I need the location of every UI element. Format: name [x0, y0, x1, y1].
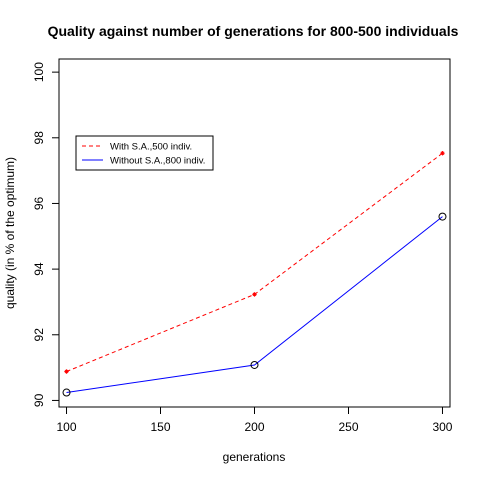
- x-axis-label: generations: [223, 450, 286, 464]
- data-point: [62, 388, 71, 397]
- legend-box: [75, 135, 214, 171]
- data-point: [438, 212, 447, 221]
- data-point: [64, 369, 69, 374]
- series-layer: [62, 151, 447, 397]
- y-tick-label: 96: [32, 196, 46, 210]
- x-tick-label: 250: [338, 420, 358, 434]
- y-tick-label: 98: [32, 131, 46, 145]
- y-tick-label: 92: [32, 328, 46, 342]
- y-tick-label: 100: [32, 62, 46, 82]
- data-point: [440, 151, 445, 156]
- data-point: [252, 292, 257, 297]
- legend-label-with-sa: With S.A.,500 indiv.: [110, 142, 192, 153]
- x-axis: 100 150 200 250 300: [57, 406, 453, 434]
- series-line-without-sa: [66, 216, 443, 394]
- x-tick-label: 200: [244, 420, 264, 434]
- data-point: [250, 360, 259, 369]
- y-axis-label: quality (in % of the optimum): [3, 157, 17, 309]
- x-tick-label: 100: [57, 420, 77, 434]
- legend: With S.A.,500 indiv. Without S.A.,800 in…: [75, 135, 214, 171]
- x-tick-label: 300: [432, 420, 452, 434]
- y-tick-label: 90: [32, 393, 46, 407]
- legend-label-without-sa: Without S.A.,800 indiv.: [110, 156, 205, 167]
- x-tick-label: 150: [150, 420, 170, 434]
- chart-title: Quality against number of generations fo…: [48, 23, 459, 39]
- y-axis: 90 92 94 96 98 100: [32, 62, 60, 407]
- y-tick-label: 94: [32, 262, 46, 276]
